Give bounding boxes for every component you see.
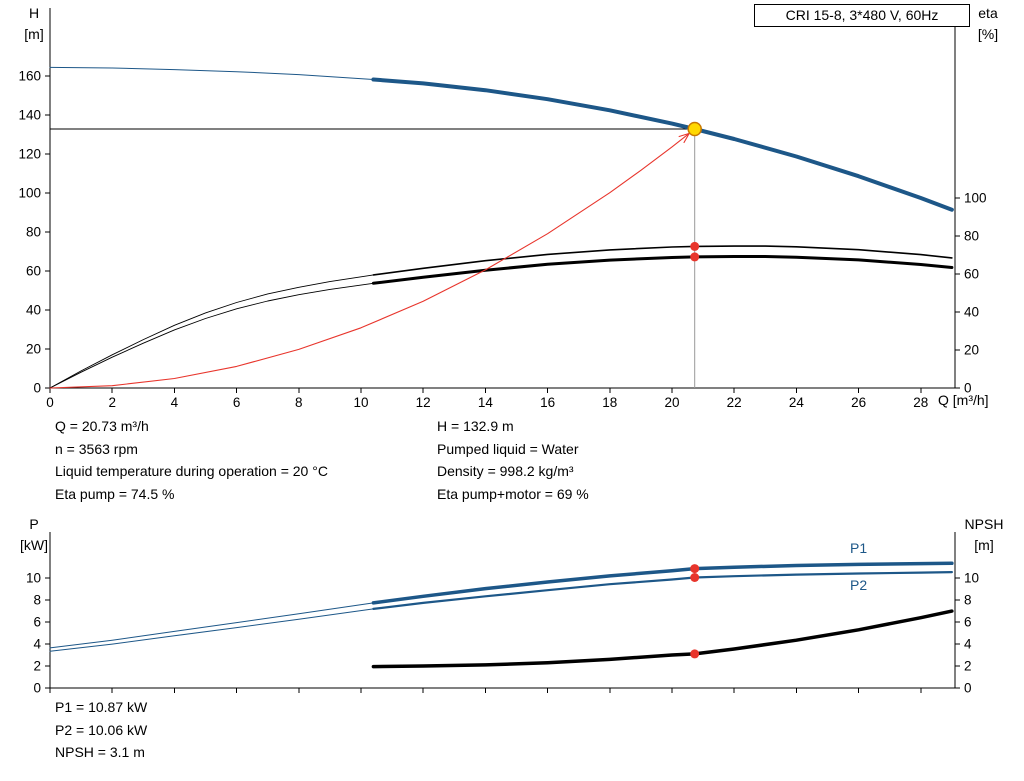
annotation-density: Density = 998.2 kg/m³: [437, 463, 574, 480]
q-axis-label: Q [m³/h]: [938, 392, 989, 408]
x-tick-label: 8: [295, 395, 303, 410]
annotation-p1: P1 = 10.87 kW: [55, 699, 148, 715]
annotation-eta-pump: Eta pump = 74.5 %: [55, 485, 175, 502]
h-axis-unit: [m]: [24, 26, 44, 42]
x-tick-label: 4: [171, 395, 179, 410]
bottom-annotations: P1 = 10.87 kW P2 = 10.06 kW NPSH = 3.1 m: [55, 696, 147, 764]
eta-axis-title: eta: [978, 5, 998, 21]
duty-point[interactable]: [687, 121, 702, 137]
y-left-tick-label: 4: [33, 637, 41, 652]
x-tick-label: 28: [913, 395, 928, 410]
y-right-tick-label: 2: [964, 659, 972, 674]
y-right-tick-label: 60: [964, 267, 979, 282]
eta-pump-extrapolated: [49, 274, 374, 389]
p1-point: [690, 564, 700, 574]
y-right-tick-label: 10: [964, 571, 979, 586]
x-tick-label: 10: [353, 395, 368, 410]
y-left-tick-label: 120: [18, 147, 41, 162]
y-left-tick-label: 20: [26, 342, 41, 357]
x-tick-label: 26: [851, 395, 866, 410]
eta-axis-label: eta [%]: [964, 3, 1012, 45]
system-curve: [49, 128, 696, 389]
axis-frame: [49, 532, 956, 689]
x-tick-label: 12: [416, 395, 431, 410]
y-right-tick-label: 0: [964, 681, 972, 696]
y-left-tick-label: 0: [33, 381, 41, 396]
y-left-tick-label: 140: [18, 108, 41, 123]
y-right-tick-label: 20: [964, 343, 979, 358]
p2-curve-extrapolated: [49, 608, 374, 652]
eta-axis-unit: [%]: [977, 26, 999, 42]
pump-title-box: CRI 15-8, 3*480 V, 60Hz: [754, 4, 970, 27]
axis-frame: [49, 8, 956, 389]
x-tick-label: 14: [478, 395, 494, 410]
eta-pump-motor-point: [690, 252, 700, 262]
y-right-tick-label: 40: [964, 305, 979, 320]
y-right-tick-label: 80: [964, 229, 979, 244]
eta-pump-motor-extrapolated: [49, 282, 374, 389]
p2-curve-label: P2: [850, 577, 868, 593]
head-curve: [371, 77, 954, 212]
p1-curve-extrapolated: [49, 602, 374, 649]
p2-curve: [372, 570, 954, 611]
y-right-tick-label: 8: [964, 593, 972, 608]
y-left-tick-label: 10: [26, 571, 41, 586]
y-left-tick-label: 80: [26, 225, 41, 240]
annotation-eta-pump-motor: Eta pump+motor = 69 %: [437, 485, 589, 502]
y-right-tick-label: 100: [964, 191, 987, 206]
eta-pump-point: [690, 241, 700, 251]
x-tick-label: 20: [664, 395, 679, 410]
x-tick-label: 6: [233, 395, 241, 410]
y-left-tick-label: 160: [18, 69, 41, 84]
y-left-tick-label: 40: [26, 303, 41, 318]
x-tick-label: 0: [46, 395, 54, 410]
y-left-tick-label: 60: [26, 264, 41, 279]
y-right-tick-label: 0: [964, 381, 972, 396]
annotation-p2: P2 = 10.06 kW: [55, 721, 148, 738]
annotation-npsh: NPSH = 3.1 m: [55, 744, 145, 761]
h-axis-title: H: [28, 5, 40, 21]
annotation-q: Q = 20.73 m³/h: [55, 418, 149, 434]
annotation-pumped-liquid: Pumped liquid = Water: [437, 440, 579, 457]
x-tick-label: 16: [540, 395, 555, 410]
x-tick-label: 18: [602, 395, 617, 410]
top-annotations-left: Q = 20.73 m³/h n = 3563 rpm Liquid tempe…: [55, 415, 328, 505]
p1-curve-label: P1: [850, 540, 868, 556]
x-tick-label: 2: [108, 395, 116, 410]
npsh-curve: [371, 609, 954, 669]
annotation-liquid-temp: Liquid temperature during operation = 20…: [55, 463, 328, 480]
y-left-tick-label: 2: [33, 659, 41, 674]
h-axis-label: H [m]: [12, 3, 56, 45]
p2-point: [690, 573, 700, 582]
head-curve-extrapolated: [49, 66, 374, 80]
npsh-axis-title: NPSH: [964, 516, 1004, 532]
npsh-axis-label: NPSH [m]: [956, 514, 1012, 556]
y-right-tick-label: 4: [964, 637, 972, 652]
x-tick-label: 24: [789, 395, 805, 410]
p-axis-title: P: [29, 516, 39, 532]
npsh-axis-unit: [m]: [974, 537, 994, 553]
y-left-tick-label: 0: [33, 681, 41, 696]
annotation-h: H = 132.9 m: [437, 418, 514, 434]
annotation-n: n = 3563 rpm: [55, 440, 138, 457]
p-axis-unit: [kW]: [20, 537, 48, 553]
y-left-tick-label: 6: [33, 615, 41, 630]
y-left-tick-label: 100: [18, 186, 41, 201]
p-axis-label: P [kW]: [12, 514, 56, 556]
eta-pump-motor: [371, 255, 954, 285]
npsh-point: [690, 649, 700, 659]
top-annotations-right: H = 132.9 m Pumped liquid = Water Densit…: [437, 415, 589, 505]
p1-curve: [371, 561, 954, 605]
y-right-tick-label: 6: [964, 615, 972, 630]
y-left-tick-label: 8: [33, 593, 41, 608]
x-tick-label: 22: [727, 395, 742, 410]
